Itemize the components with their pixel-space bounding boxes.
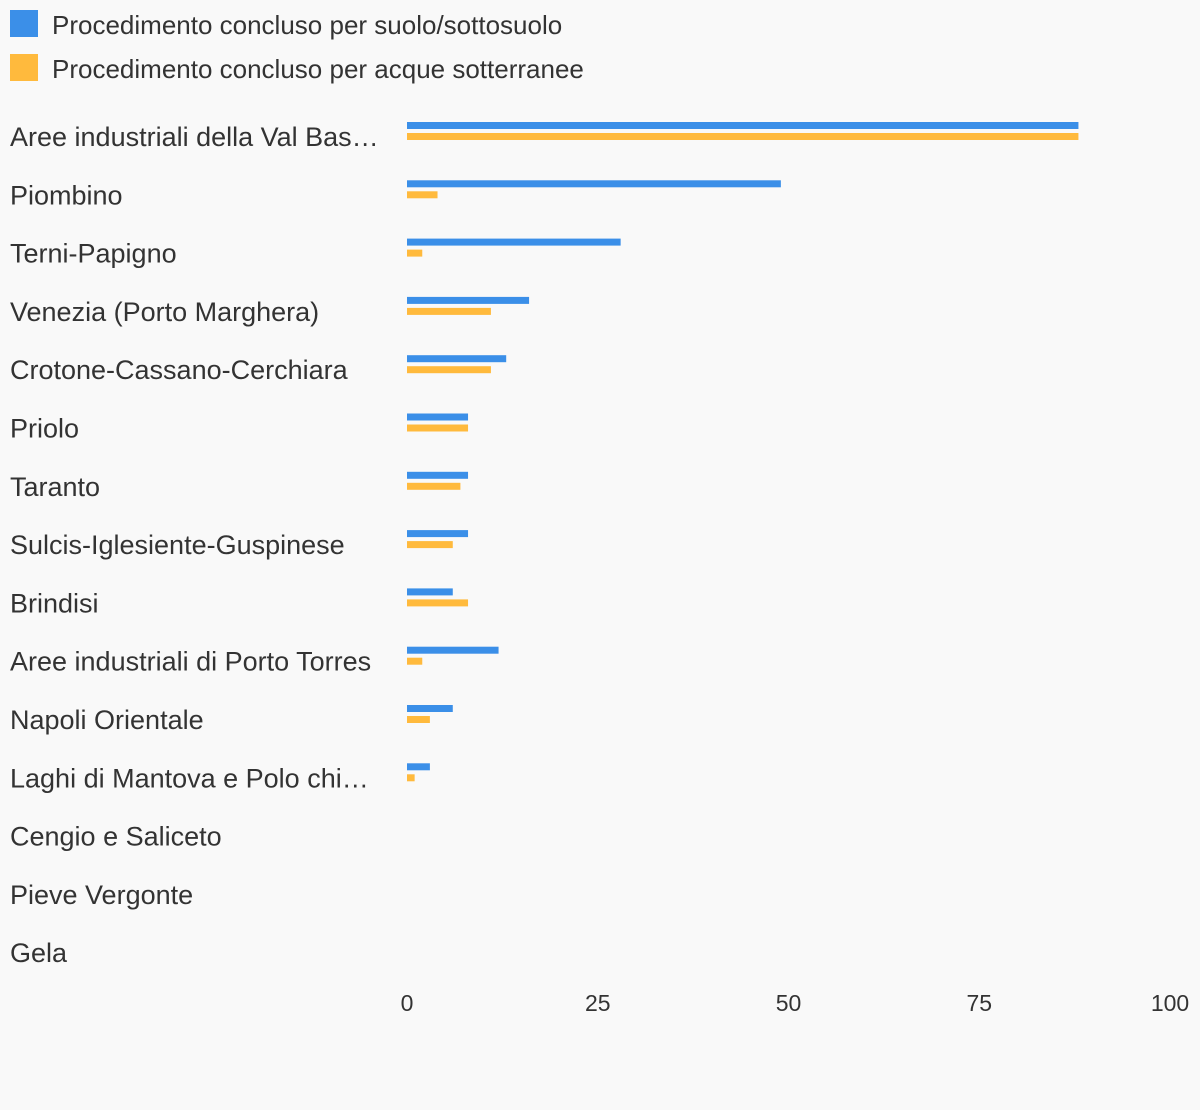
bar-acque[interactable] <box>407 541 453 549</box>
bar-suolo[interactable] <box>407 413 469 421</box>
bar-acque[interactable] <box>407 657 423 665</box>
bar-acque[interactable] <box>407 599 469 607</box>
legend-label-acque: Procedimento concluso per acque sotterra… <box>52 54 584 84</box>
category-label: Aree industriali della Val Bas… <box>10 122 379 152</box>
x-tick-label: 25 <box>585 990 611 1016</box>
bar-suolo[interactable] <box>407 705 453 712</box>
bar-suolo[interactable] <box>407 588 453 596</box>
category-label: Taranto <box>10 472 100 502</box>
legend-label-suolo: Procedimento concluso per suolo/sottosuo… <box>52 10 563 40</box>
category-label: Laghi di Mantova e Polo chi… <box>10 763 369 793</box>
x-tick-label: 100 <box>1151 990 1189 1016</box>
bar-acque[interactable] <box>407 366 491 374</box>
bar-suolo[interactable] <box>407 763 430 771</box>
bar-suolo[interactable] <box>407 355 507 363</box>
category-label: Gela <box>10 938 68 968</box>
bar-suolo[interactable] <box>407 296 530 304</box>
legend-swatch-acque <box>10 54 38 81</box>
category-label: Terni-Papigno <box>10 239 177 269</box>
category-label: Piombino <box>10 180 123 210</box>
bar-acque[interactable] <box>407 482 461 490</box>
category-label: Cengio e Saliceto <box>10 822 222 852</box>
x-tick-label: 0 <box>401 990 414 1016</box>
x-tick-label: 50 <box>776 990 802 1016</box>
bar-acque[interactable] <box>407 133 1079 140</box>
category-label: Sulcis-Iglesiente-Guspinese <box>10 530 345 560</box>
bar-suolo[interactable] <box>407 238 621 246</box>
bar-acque[interactable] <box>407 191 438 199</box>
category-label: Priolo <box>10 414 79 444</box>
bar-acque[interactable] <box>407 307 491 315</box>
bar-suolo[interactable] <box>407 471 469 479</box>
category-label: Napoli Orientale <box>10 705 204 735</box>
category-label: Pieve Vergonte <box>10 880 193 910</box>
category-label: Brindisi <box>10 588 99 618</box>
bar-suolo[interactable] <box>407 180 781 188</box>
bar-acque[interactable] <box>407 716 430 723</box>
category-label: Aree industriali di Porto Torres <box>10 647 371 677</box>
bar-acque[interactable] <box>407 424 469 432</box>
bar-acque[interactable] <box>407 249 423 257</box>
bar-suolo[interactable] <box>407 122 1079 129</box>
bar-suolo[interactable] <box>407 530 469 538</box>
category-label: Venezia (Porto Marghera) <box>10 297 319 327</box>
bar-suolo[interactable] <box>407 646 499 654</box>
x-tick-label: 75 <box>966 990 992 1016</box>
legend-swatch-suolo <box>10 10 38 37</box>
category-label: Crotone-Cassano-Cerchiara <box>10 355 349 385</box>
bar-acque[interactable] <box>407 774 415 782</box>
